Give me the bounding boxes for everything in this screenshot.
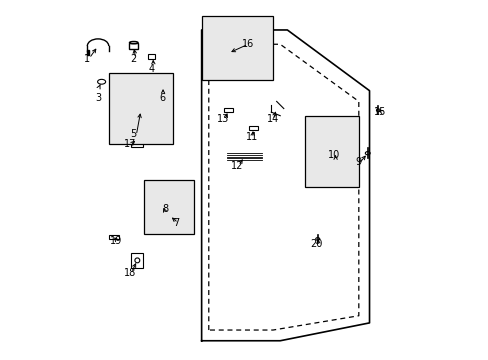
Text: 4: 4 xyxy=(148,64,154,74)
Text: 19: 19 xyxy=(109,236,122,246)
Bar xyxy=(305,116,358,187)
Text: 3: 3 xyxy=(95,93,101,103)
Bar xyxy=(224,108,232,112)
Text: 6: 6 xyxy=(159,93,165,103)
Bar xyxy=(158,87,166,91)
Text: 2: 2 xyxy=(130,54,137,64)
Bar xyxy=(246,47,256,60)
Bar xyxy=(144,180,194,234)
Bar xyxy=(255,47,265,60)
Text: 10: 10 xyxy=(327,150,339,160)
Text: 15: 15 xyxy=(373,107,386,117)
Bar xyxy=(326,144,344,166)
Text: 18: 18 xyxy=(124,268,136,278)
Bar xyxy=(108,73,173,144)
Text: 13: 13 xyxy=(217,114,229,124)
Text: 9: 9 xyxy=(355,157,361,167)
Bar xyxy=(109,235,119,239)
Bar xyxy=(131,253,143,268)
Bar xyxy=(131,131,143,147)
Bar xyxy=(156,199,171,218)
Text: 16: 16 xyxy=(242,39,254,49)
Text: 7: 7 xyxy=(173,218,180,228)
Bar xyxy=(131,99,150,122)
Bar xyxy=(201,16,272,80)
Text: 17: 17 xyxy=(124,139,136,149)
Text: 1: 1 xyxy=(84,54,90,64)
Text: 8: 8 xyxy=(163,203,169,213)
Text: 12: 12 xyxy=(231,161,243,171)
Bar xyxy=(87,50,89,55)
Text: 20: 20 xyxy=(309,239,322,249)
Text: 11: 11 xyxy=(245,132,257,142)
Text: 5: 5 xyxy=(130,129,137,139)
Bar xyxy=(148,54,155,59)
Text: 14: 14 xyxy=(266,114,279,124)
Bar xyxy=(248,126,257,130)
Bar xyxy=(129,42,138,49)
